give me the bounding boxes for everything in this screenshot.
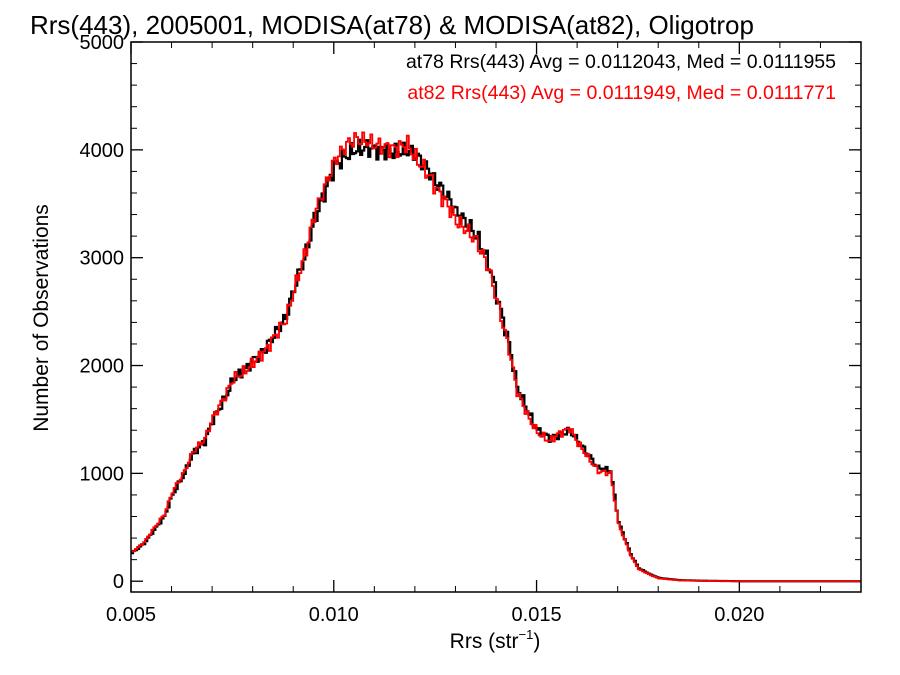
- annotation-at78: at78 Rrs(443) Avg = 0.0112043, Med = 0.0…: [406, 51, 836, 73]
- chart-title: Rrs(443), 2005001, MODISA(at78) & MODISA…: [30, 10, 754, 40]
- annotation-at82: at82 Rrs(443) Avg = 0.0111949, Med = 0.0…: [407, 82, 836, 104]
- series-at82-line: [131, 131, 861, 583]
- x-axis-label-main: Rrs (str: [450, 630, 519, 653]
- x-tick-label: 0.020: [714, 604, 764, 626]
- y-tick-label: 5000: [80, 32, 125, 54]
- y-tick-label: 0: [113, 571, 124, 593]
- y-tick-label: 4000: [80, 140, 125, 162]
- y-tick-label: 1000: [80, 463, 125, 485]
- series-at78-line: [131, 138, 861, 583]
- x-axis-label-sup: −1: [519, 627, 534, 642]
- y-axis-label: Number of Observations: [30, 204, 53, 432]
- x-tick-label: 0.005: [106, 604, 156, 626]
- axis-ticks: 0.005 0.010 0.015 0.020 0 1000 2000 3000 4000 500…: [80, 32, 862, 626]
- plot-frame: [130, 41, 862, 593]
- y-tick-label: 3000: [80, 248, 125, 270]
- x-axis-label-close: ): [533, 630, 540, 653]
- y-tick-label: 2000: [80, 356, 125, 378]
- x-tick-label: 0.015: [512, 604, 562, 626]
- x-tick-label: 0.010: [309, 604, 359, 626]
- series-group: [131, 131, 861, 583]
- x-axis-label: Rrs (str−1): [450, 627, 541, 653]
